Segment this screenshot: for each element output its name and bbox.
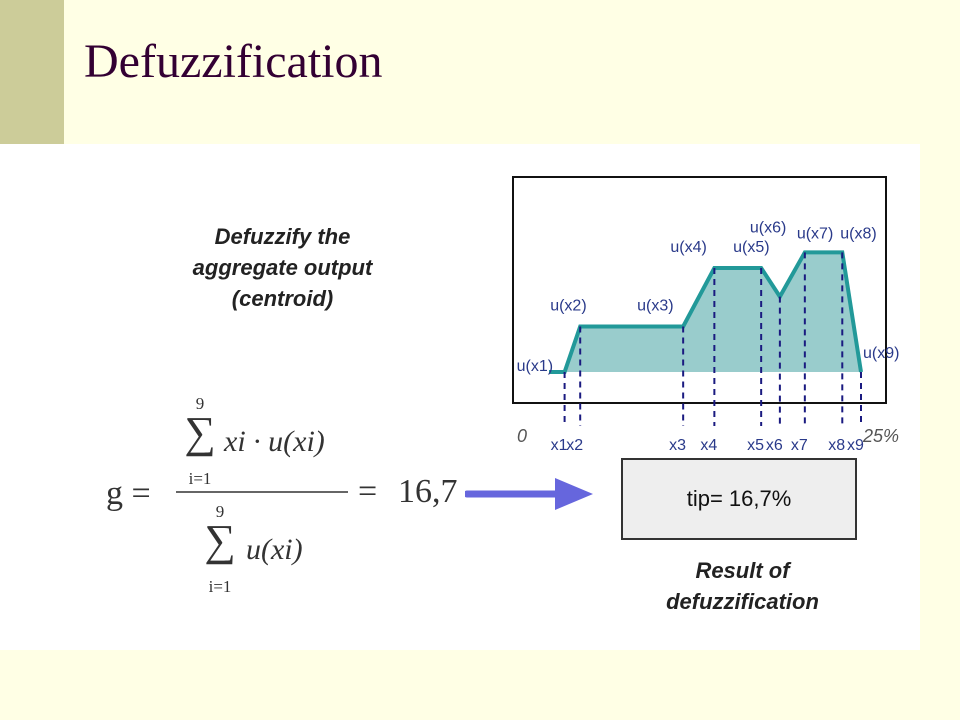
chart-area-group	[549, 250, 863, 374]
denominator-term: u(xi)	[246, 533, 303, 566]
numerator-sum-lower: i=1	[189, 469, 212, 488]
x-tick-label: x8	[828, 437, 845, 454]
x-tick-label: x5	[747, 437, 764, 454]
content-panel: Defuzzify the aggregate output (centroid…	[0, 144, 920, 650]
caption-line: Result of	[695, 558, 790, 583]
centroid-formula: g = 9 ∑ i=1 xi · u(xi) 9 ∑ i=1 u(xi) = 1…	[106, 394, 458, 596]
denominator-sigma-icon: ∑	[204, 516, 235, 565]
membership-label: u(x2)	[550, 298, 586, 315]
denominator-sum-upper: 9	[216, 502, 225, 521]
membership-label: u(x7)	[797, 225, 833, 242]
caption-line: aggregate output	[192, 255, 373, 280]
aggregate-output-chart: u(x1) u(x2) u(x3) u(x4) u(x5) u(x6) u(x7) u(x8)…	[512, 176, 900, 454]
denominator-sum-lower: i=1	[209, 577, 232, 596]
membership-label: u(x3)	[637, 298, 673, 315]
x-tick-label: x3	[669, 437, 686, 454]
x-tick-label: x7	[791, 437, 808, 454]
right-arrow-icon	[465, 478, 593, 510]
aggregate-outline	[549, 250, 863, 374]
caption-line: defuzzification	[666, 589, 819, 614]
aggregate-area	[549, 252, 861, 372]
numerator-sigma-icon: ∑	[184, 408, 215, 457]
formula-equals: =	[358, 473, 377, 510]
caption-line: Defuzzify the	[214, 224, 351, 249]
caption-line: (centroid)	[231, 286, 334, 311]
membership-label: u(x6)	[750, 220, 786, 237]
formula-value: 16,7	[398, 473, 458, 510]
x-tick-label: x6	[766, 437, 783, 454]
caption-defuzzify: Defuzzify the aggregate output (centroid…	[150, 221, 415, 314]
x-axis-label-min: 0	[517, 426, 527, 446]
x-axis-label-max: 25%	[862, 426, 899, 446]
title-accent-bar	[0, 0, 64, 144]
formula-lhs: g =	[106, 475, 151, 512]
result-box: tip= 16,7%	[621, 458, 857, 540]
chart-dash-group	[563, 252, 862, 426]
membership-label: u(x4)	[670, 239, 706, 256]
slide-title: Defuzzification	[84, 35, 383, 88]
x-tick-label: x2	[566, 437, 583, 454]
numerator-sum-upper: 9	[196, 394, 205, 413]
point-label-group: u(x1) u(x2) u(x3) u(x4) u(x5) u(x6) u(x7) u(x8)…	[517, 220, 900, 375]
caption-result: Result of defuzzification	[620, 555, 865, 617]
x-tick-label: x4	[700, 437, 717, 454]
membership-label: u(x9)	[863, 345, 899, 362]
membership-label: u(x8)	[840, 225, 876, 242]
x-tick-label: x9	[847, 437, 864, 454]
membership-label: u(x5)	[733, 239, 769, 256]
membership-label: u(x1)	[517, 358, 553, 375]
numerator-term: xi · u(xi)	[223, 425, 325, 458]
result-value: tip= 16,7%	[686, 486, 792, 511]
x-tick-label: x1	[551, 437, 568, 454]
